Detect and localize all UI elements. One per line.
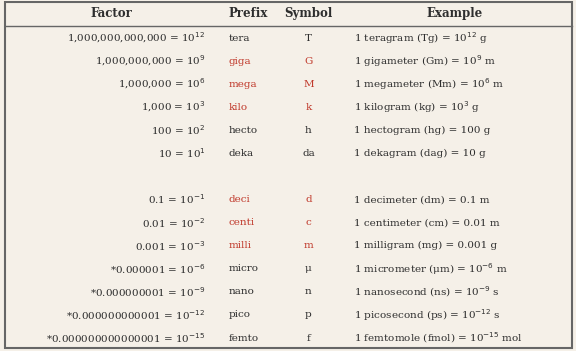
Text: T: T <box>305 33 312 42</box>
Text: n: n <box>305 287 312 296</box>
Text: p: p <box>305 311 312 319</box>
Text: femto: femto <box>228 333 259 343</box>
Text: f: f <box>306 333 310 343</box>
Text: deci: deci <box>228 195 250 204</box>
Text: 1 teragram (Tg) = 10$^{12}$ g: 1 teragram (Tg) = 10$^{12}$ g <box>354 30 488 46</box>
Text: 1 decimeter (dm) = 0.1 m: 1 decimeter (dm) = 0.1 m <box>354 195 490 204</box>
Text: 1,000,000 = 10$^{6}$: 1,000,000 = 10$^{6}$ <box>118 77 206 91</box>
Text: 100 = 10$^{2}$: 100 = 10$^{2}$ <box>151 124 206 137</box>
Text: μ: μ <box>305 264 312 273</box>
Text: 10 = 10$^{1}$: 10 = 10$^{1}$ <box>158 146 206 160</box>
Text: deka: deka <box>228 149 253 158</box>
Text: 1 micrometer (μm) = 10$^{−6}$ m: 1 micrometer (μm) = 10$^{−6}$ m <box>354 261 508 277</box>
Text: da: da <box>302 149 315 158</box>
Text: c: c <box>306 218 312 227</box>
Text: 1 kilogram (kg) = 10$^{3}$ g: 1 kilogram (kg) = 10$^{3}$ g <box>354 99 480 115</box>
Text: 1 picosecond (ps) = 10$^{−12}$ s: 1 picosecond (ps) = 10$^{−12}$ s <box>354 307 501 323</box>
Text: *0.000001 = 10$^{−6}$: *0.000001 = 10$^{−6}$ <box>110 262 206 276</box>
Text: 0.1 = 10$^{−1}$: 0.1 = 10$^{−1}$ <box>148 193 206 206</box>
Text: 0.01 = 10$^{−2}$: 0.01 = 10$^{−2}$ <box>142 216 206 230</box>
Text: milli: milli <box>228 241 251 250</box>
Text: 1,000,000,000,000 = 10$^{12}$: 1,000,000,000,000 = 10$^{12}$ <box>67 31 206 45</box>
Text: hecto: hecto <box>228 126 257 135</box>
Text: Symbol: Symbol <box>285 7 332 20</box>
Text: 1 femtomole (fmol) = 10$^{−15}$ mol: 1 femtomole (fmol) = 10$^{−15}$ mol <box>354 331 523 345</box>
Text: Prefix: Prefix <box>229 7 268 20</box>
Text: h: h <box>305 126 312 135</box>
Text: 1 megameter (Mm) = 10$^{6}$ m: 1 megameter (Mm) = 10$^{6}$ m <box>354 76 505 92</box>
Text: 1,000 = 10$^{3}$: 1,000 = 10$^{3}$ <box>141 100 206 114</box>
Text: M: M <box>303 80 314 89</box>
Text: G: G <box>304 57 313 66</box>
Text: 1,000,000,000 = 10$^{9}$: 1,000,000,000 = 10$^{9}$ <box>95 54 206 68</box>
Text: k: k <box>305 103 312 112</box>
Text: *0.000000000000001 = 10$^{−15}$: *0.000000000000001 = 10$^{−15}$ <box>46 331 206 345</box>
Text: *0.000000001 = 10$^{−9}$: *0.000000001 = 10$^{−9}$ <box>90 285 206 299</box>
Text: d: d <box>305 195 312 204</box>
Text: giga: giga <box>228 57 251 66</box>
Text: centi: centi <box>228 218 255 227</box>
Text: 1 hectogram (hg) = 100 g: 1 hectogram (hg) = 100 g <box>354 126 491 135</box>
Text: kilo: kilo <box>228 103 248 112</box>
Text: Example: Example <box>426 7 483 20</box>
Text: *0.000000000001 = 10$^{−12}$: *0.000000000001 = 10$^{−12}$ <box>66 308 206 322</box>
Text: 1 nanosecond (ns) = 10$^{−9}$ s: 1 nanosecond (ns) = 10$^{−9}$ s <box>354 285 500 299</box>
Text: 1 gigameter (Gm) = 10$^{9}$ m: 1 gigameter (Gm) = 10$^{9}$ m <box>354 53 496 69</box>
Text: Factor: Factor <box>90 7 132 20</box>
Text: tera: tera <box>228 33 250 42</box>
Text: 1 dekagram (dag) = 10 g: 1 dekagram (dag) = 10 g <box>354 149 486 158</box>
Text: 1 milligram (mg) = 0.001 g: 1 milligram (mg) = 0.001 g <box>354 241 498 250</box>
Text: mega: mega <box>228 80 257 89</box>
Text: 1 centimeter (cm) = 0.01 m: 1 centimeter (cm) = 0.01 m <box>354 218 500 227</box>
Text: 0.001 = 10$^{−3}$: 0.001 = 10$^{−3}$ <box>135 239 206 253</box>
Text: m: m <box>304 241 313 250</box>
Text: nano: nano <box>228 287 254 296</box>
Text: micro: micro <box>228 264 259 273</box>
Text: pico: pico <box>228 311 251 319</box>
